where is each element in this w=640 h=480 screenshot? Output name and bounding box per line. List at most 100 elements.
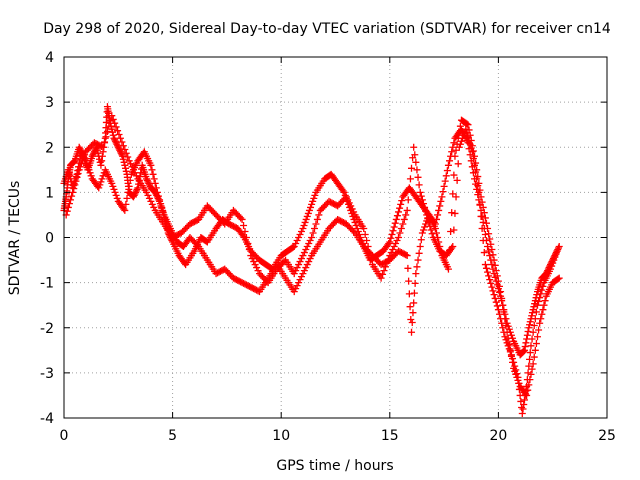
- data-point: [153, 188, 161, 196]
- data-point: [308, 234, 316, 241]
- data-point-interp: [447, 227, 455, 235]
- data-point-interp: [450, 139, 458, 147]
- data-point-interp: [506, 348, 514, 356]
- data-point-interp: [465, 136, 473, 144]
- data-point-interp: [115, 130, 123, 138]
- grid: [64, 57, 607, 418]
- data-point-interp: [500, 308, 508, 316]
- data-point: [125, 157, 133, 165]
- data-point: [64, 166, 72, 174]
- data-point-interp: [532, 340, 540, 348]
- data-point: [416, 188, 424, 196]
- data-point-interp: [384, 255, 392, 263]
- data-point-interp: [73, 173, 81, 181]
- data-point-interp: [524, 328, 532, 336]
- data-point-interp: [244, 240, 252, 248]
- data-point-interp: [408, 318, 416, 326]
- data-point-interp: [411, 279, 419, 287]
- data-point-interp: [489, 251, 497, 259]
- data-point: [520, 346, 528, 354]
- data-point-interp: [523, 376, 531, 384]
- data-point-interp: [309, 229, 317, 237]
- data-point-interp: [71, 181, 79, 189]
- data-point-interp: [302, 246, 310, 254]
- data-point-interp: [149, 170, 157, 178]
- data-point: [143, 175, 151, 183]
- data-point-interp: [98, 142, 106, 150]
- data-point-interp: [74, 170, 82, 178]
- data-point-interp: [421, 223, 429, 231]
- data-point-interp: [509, 355, 517, 363]
- data-point-interp: [84, 163, 92, 171]
- data-point-interp: [303, 261, 311, 269]
- data-point: [444, 265, 452, 273]
- data-point-interp: [69, 158, 77, 166]
- chart-title: Day 298 of 2020, Sidereal Day-to-day VTE…: [43, 21, 611, 37]
- data-point-interp: [487, 279, 495, 287]
- data-point-interp: [414, 256, 422, 264]
- data-point: [119, 152, 127, 160]
- data-point-interp: [533, 333, 541, 341]
- data-point-interp: [507, 331, 515, 339]
- data-point-interp: [402, 211, 410, 219]
- data-point-interp: [532, 308, 540, 316]
- data-point-interp: [305, 240, 313, 248]
- data-point: [403, 252, 411, 260]
- data-point-interp: [130, 191, 138, 199]
- data-point-interp: [121, 161, 129, 169]
- data-point-interp: [530, 303, 538, 311]
- data-point: [475, 188, 483, 196]
- data-point-interp: [297, 273, 305, 281]
- data-point: [108, 112, 116, 120]
- data-point-interp: [253, 264, 261, 272]
- data-point: [529, 360, 537, 368]
- data-point: [238, 215, 246, 223]
- data-point-interp: [512, 366, 520, 374]
- data-point-interp: [525, 362, 533, 370]
- data-point-interp: [396, 204, 404, 212]
- data-point-interp: [152, 184, 160, 192]
- data-point-interp: [482, 264, 490, 272]
- data-point-interp: [130, 166, 138, 174]
- data-point-interp: [414, 173, 422, 181]
- x-tick-label: 15: [381, 428, 399, 444]
- data-point-interp: [521, 343, 529, 351]
- data-point-interp: [113, 194, 121, 202]
- data-point-interp: [109, 115, 117, 123]
- data-point: [494, 306, 502, 314]
- data-point-interp: [472, 168, 480, 176]
- data-point-interp: [504, 342, 512, 350]
- data-point-interp: [406, 303, 414, 311]
- data-point-interp: [535, 297, 543, 305]
- data-point-interp: [251, 261, 259, 269]
- data-point-interp: [292, 267, 300, 275]
- data-point-interp: [498, 319, 506, 327]
- data-point-interp: [300, 249, 308, 257]
- data-point-interp: [519, 405, 527, 413]
- data-point-interp: [147, 197, 155, 205]
- x-tick-label: 5: [168, 428, 177, 444]
- data-point-interp: [132, 172, 140, 180]
- data-point-interp: [310, 194, 318, 202]
- data-point: [555, 274, 563, 282]
- data-point-interp: [109, 131, 117, 139]
- data-point-interp: [529, 328, 537, 336]
- data-point-interp: [538, 310, 546, 318]
- data-point-interp: [119, 155, 127, 163]
- data-point-interp: [254, 267, 262, 275]
- data-point-interp: [389, 246, 397, 254]
- data-point: [75, 166, 83, 174]
- data-point-interp: [495, 288, 503, 296]
- data-point-interp: [63, 207, 71, 215]
- data-point-interp: [524, 369, 532, 377]
- data-point-interp: [118, 151, 126, 159]
- data-point: [547, 265, 555, 273]
- data-point: [305, 206, 313, 214]
- data-point-interp: [457, 137, 465, 145]
- data-point-interp: [240, 221, 248, 229]
- data-point-interp: [76, 163, 84, 171]
- data-point-interp: [394, 208, 402, 216]
- data-point-interp: [490, 291, 498, 299]
- data-point-interp: [381, 263, 389, 271]
- x-tick-label: 10: [272, 428, 290, 444]
